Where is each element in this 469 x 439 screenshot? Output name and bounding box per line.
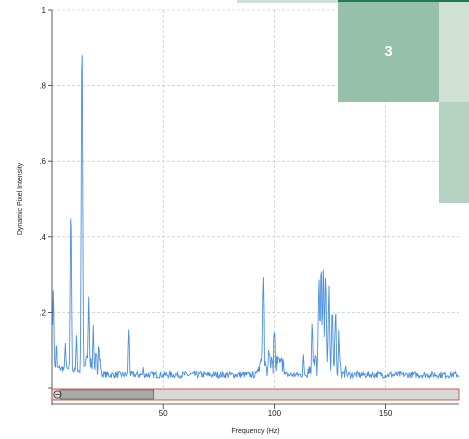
overlay-tile-mid (439, 102, 469, 203)
y-tick-label: .6 (39, 157, 46, 166)
minus-circle-outline (53, 390, 62, 399)
x-tick-label: 100 (268, 409, 282, 418)
x-tick-label: 150 (379, 409, 393, 418)
y-tick-label: .4 (39, 233, 46, 242)
axes (48, 9, 459, 409)
overlay-tile-light (439, 2, 469, 102)
series-line (52, 55, 460, 380)
x-tick-label: 50 (159, 409, 168, 418)
minus-circle-icon[interactable] (53, 390, 62, 399)
overlay-tile-main (338, 2, 439, 102)
overlay-number-label: 3 (384, 42, 393, 60)
y-axis-label: Dynamic Pixel Intensity (17, 162, 24, 235)
y-tick-label: .8 (39, 82, 46, 91)
scrollbar-thumb[interactable] (59, 389, 155, 400)
horizontal-scrollbar[interactable] (51, 388, 460, 401)
overlay-strip (237, 0, 338, 3)
scrollbar-track[interactable] (51, 388, 460, 401)
overlay-dark-bar (338, 0, 469, 2)
overlay-tiles (237, 0, 469, 203)
y-tick-label: 1 (42, 6, 47, 15)
y-tick-label: .2 (39, 308, 46, 317)
x-axis-label: Frequency (Hz) (231, 428, 279, 435)
